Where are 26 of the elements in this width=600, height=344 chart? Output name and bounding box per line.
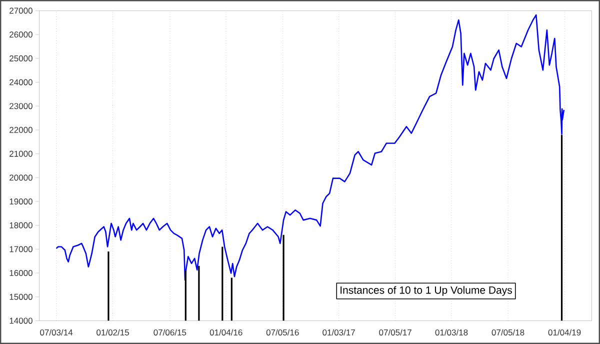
y-tick-label: 20000: [10, 174, 32, 181]
y-tick-label: 14000: [10, 318, 32, 324]
x-tick-label: 07/05/18: [492, 329, 524, 336]
y-tick-label: 16000: [10, 270, 32, 276]
x-tick-label: 01/04/19: [548, 329, 581, 336]
line-series: [56, 14, 565, 281]
y-tick-label: 18000: [10, 222, 32, 228]
y-tick-label: 19000: [10, 198, 32, 204]
x-tick-label: 07/05/17: [379, 329, 412, 336]
y-tick-label: 24000: [10, 79, 32, 86]
x-tick-label: 07/05/16: [266, 329, 299, 336]
y-tick-label: 23000: [10, 103, 32, 110]
y-tick-label: 17000: [10, 246, 32, 252]
y-tick-label: 26000: [10, 32, 32, 38]
x-tick-label: 01/02/15: [96, 329, 129, 336]
y-tick-label: 15000: [10, 294, 32, 300]
y-tick-label: 22000: [10, 126, 32, 133]
y-tick-label: 25000: [10, 55, 32, 62]
x-tick-label: 07/03/14: [40, 329, 73, 336]
y-tick-label: 21000: [10, 150, 32, 157]
x-tick-label: 07/06/15: [154, 329, 186, 336]
x-tick-label: 01/04/16: [210, 329, 242, 336]
x-tick-label: 01/03/18: [435, 329, 468, 336]
annotation: Instances of 10 to 1 Up Volume Days: [340, 286, 512, 296]
x-tick-label: 01/03/17: [322, 329, 355, 336]
y-tick-label: 27000: [10, 8, 32, 14]
